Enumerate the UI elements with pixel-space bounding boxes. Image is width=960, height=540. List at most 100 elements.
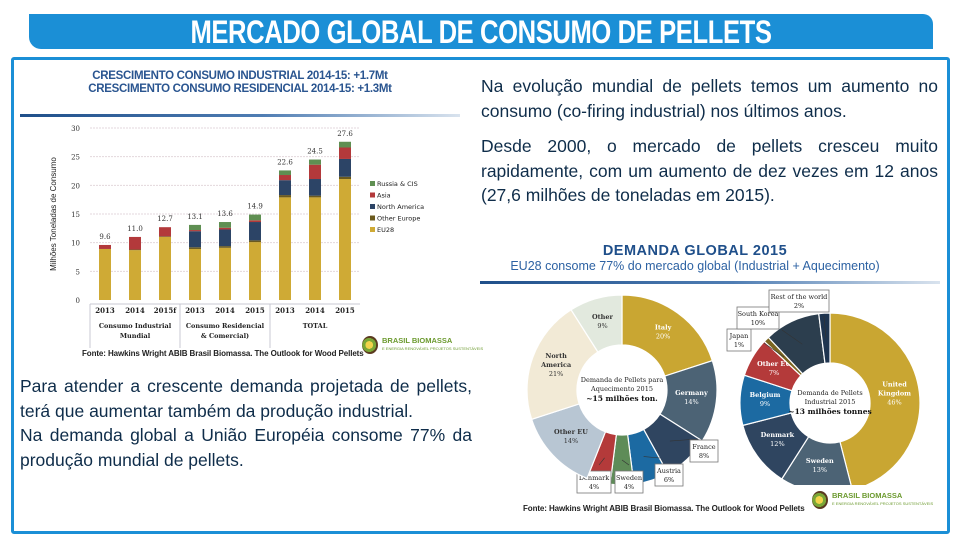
- text-block-right: Na evolução mundial de pellets temos um …: [481, 74, 938, 208]
- x-tick-label: 2014: [215, 306, 235, 315]
- slice-label: Italy: [655, 323, 672, 331]
- text-right-paragraph-1: Na evolução mundial de pellets temos um …: [481, 76, 938, 121]
- legend-swatch: [370, 192, 375, 198]
- callout-box: [614, 470, 644, 494]
- bar-segment: [279, 195, 291, 198]
- slice-value: 9%: [760, 400, 770, 408]
- bar-segment: [279, 180, 291, 196]
- x-tick-label: 2013: [275, 306, 295, 315]
- slice-value: 20%: [656, 332, 670, 340]
- brand-logo-tagline: E ENERGIA RENOVÁVEL PROJETOS SUSTENTÁVEI…: [832, 501, 934, 506]
- slice-label: Rest of the world: [771, 293, 828, 301]
- pie-panel-header: DEMANDA GLOBAL 2015 EU28 consome 77% do …: [480, 243, 910, 274]
- legend-label: North America: [377, 203, 424, 211]
- callout-box: [689, 439, 719, 463]
- bar-segment: [339, 147, 351, 159]
- donut-center-label: Aquecimento 2015: [590, 385, 653, 393]
- donut-slice: [829, 312, 921, 485]
- y-tick-label: 20: [71, 182, 80, 190]
- donut-slice: [526, 308, 599, 421]
- slice-label: United: [882, 380, 907, 388]
- slice-value: 10%: [751, 319, 765, 327]
- stacked-bar-chart: 0 5 10 15 20 25 30 Milhões Toneladas de Consumo…: [49, 125, 424, 348]
- donut-center-label: Industrial 2015: [805, 398, 856, 406]
- group-label: & Comercial): [201, 332, 249, 340]
- group-label: Consumo Residencial: [186, 322, 265, 330]
- bar-segment: [279, 197, 291, 300]
- bar-segment: [309, 179, 321, 196]
- slice-label: Belgium: [750, 391, 781, 399]
- brand-logo-icon: [812, 491, 828, 509]
- x-tick-label: 2015: [245, 306, 265, 315]
- donut-slice: [570, 294, 623, 353]
- pie-panel-subtitle: EU28 consome 77% do mercado global (Indu…: [510, 259, 880, 273]
- bar-total-label: 22.6: [277, 158, 293, 166]
- bar-segment: [189, 224, 201, 231]
- bar-total-label: 11.0: [127, 225, 143, 233]
- group-label: Mundial: [120, 332, 151, 340]
- bar-chart-source: Fonte: Hawkins Wright ABIB Brasil Biomas…: [82, 349, 364, 358]
- y-tick-label: 15: [71, 211, 80, 219]
- bar-segment: [99, 244, 111, 249]
- bar-segment: [189, 247, 201, 249]
- legend-swatch: [370, 215, 375, 221]
- text-left-paragraph-1: Para atender a crescente demanda projeta…: [20, 376, 472, 421]
- bar-segment: [249, 214, 261, 221]
- callout-line: [823, 315, 827, 339]
- bar-segment: [189, 248, 201, 300]
- bar-segment: [309, 197, 321, 300]
- bar-total-label: 13.1: [187, 213, 203, 221]
- bar-segment: [309, 195, 321, 198]
- y-tick-label: 5: [76, 268, 80, 276]
- pie-panel-title: DEMANDA GLOBAL 2015: [602, 243, 788, 259]
- y-tick-label: 25: [71, 154, 80, 162]
- bar-segment: [339, 179, 351, 300]
- legend-label: Asia: [377, 192, 391, 200]
- slice-value: 14%: [564, 437, 578, 445]
- slice-label: South Korea: [738, 310, 779, 318]
- donut-slice: [818, 312, 831, 364]
- slice-value: 8%: [699, 452, 709, 460]
- legend-label: Other Europe: [377, 215, 420, 223]
- bar-segment: [309, 159, 321, 165]
- donut-center-label: Demanda de Pellets: [797, 389, 862, 397]
- callout-line: [598, 457, 605, 466]
- slice-label: North: [545, 352, 567, 360]
- donut-center-label: ~13 milhões tonnes: [788, 407, 871, 416]
- slice-value: 4%: [589, 483, 599, 491]
- bar-segment: [249, 240, 261, 243]
- x-tick-label: 2015: [335, 306, 355, 315]
- bar-chart-header: CRESCIMENTO CONSUMO INDUSTRIAL 2014-15: …: [20, 70, 460, 96]
- slice-label: Japan: [729, 332, 749, 340]
- bar-segment: [219, 247, 231, 300]
- content-frame: [11, 57, 950, 534]
- y-tick-label: 0: [76, 297, 80, 305]
- callout-line: [669, 438, 699, 442]
- x-tick-label: 2014: [125, 306, 145, 315]
- slice-label: Other EU: [757, 360, 791, 368]
- callout-line: [763, 342, 785, 358]
- title-bar: MERCADO GLOBAL DE CONSUMO DE PELLETS: [29, 14, 933, 50]
- bar-segment: [279, 175, 291, 181]
- slice-value: 6%: [664, 476, 674, 484]
- brand-logo-name: BRASIL BIOMASSA: [832, 491, 903, 500]
- x-tick-label: 2013: [185, 306, 205, 315]
- bar-segment: [219, 229, 231, 247]
- slice-label: Sweden: [806, 457, 834, 465]
- slice-value: 7%: [769, 369, 779, 377]
- x-tick-label: 2013: [95, 306, 115, 315]
- y-tick-label: 10: [71, 240, 80, 248]
- bar-segment: [339, 141, 351, 148]
- bar-segment: [249, 242, 261, 300]
- legend-label: Russia & CIS: [377, 180, 418, 188]
- callout-box: [736, 306, 780, 330]
- brand-logo-name: BRASIL BIOMASSA: [382, 336, 453, 345]
- bar-segment: [189, 230, 201, 232]
- slice-value: 14%: [684, 398, 698, 406]
- group-label: Consumo Industrial: [99, 322, 172, 330]
- slice-label: Germany: [675, 389, 708, 397]
- text-right-paragraph-2: Desde 2000, o mercado de pellets cresceu…: [481, 136, 938, 205]
- legend-swatch: [370, 181, 375, 186]
- callout-box: [654, 463, 684, 487]
- slice-label: Austria: [656, 467, 681, 475]
